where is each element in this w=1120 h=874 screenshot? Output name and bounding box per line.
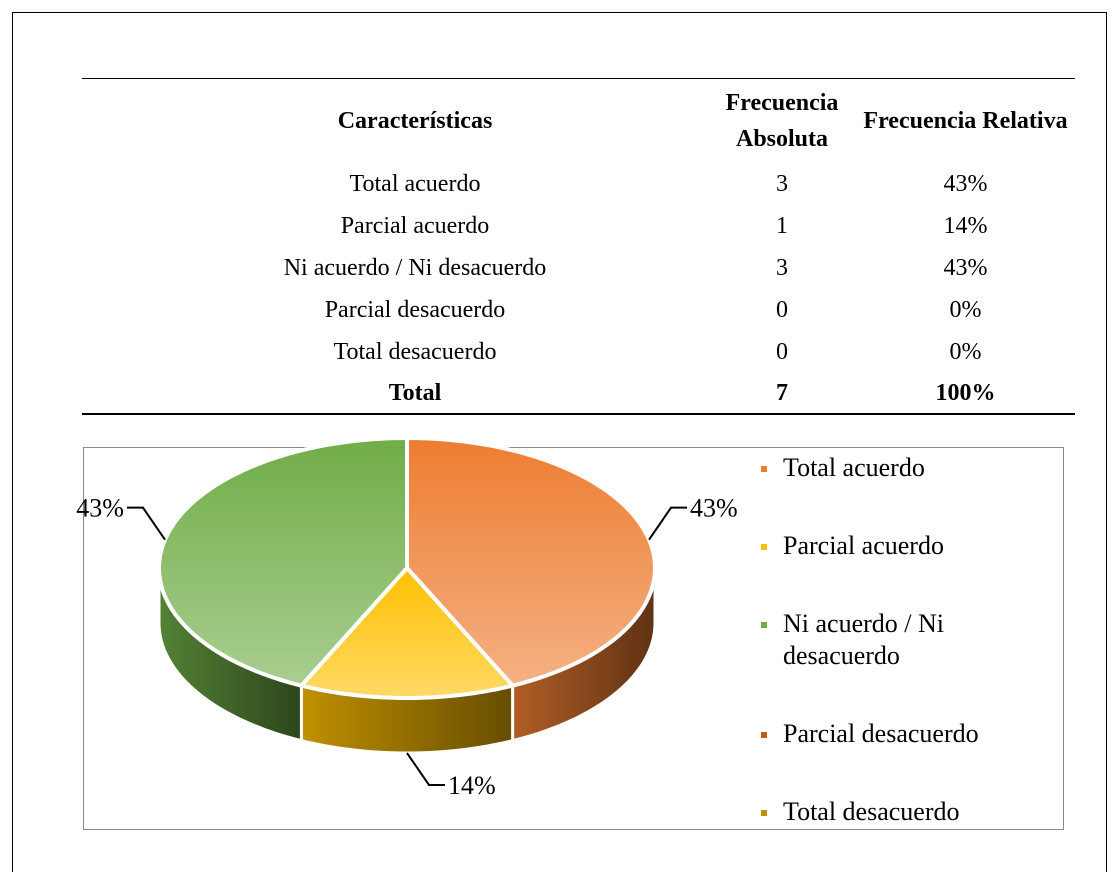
table-cell: 43%: [943, 170, 988, 197]
table-cell: 1: [776, 212, 788, 239]
table-cell: Parcial desacuerdo: [324, 296, 506, 323]
legend-swatch: [761, 732, 767, 738]
legend-item: Total desacuerdo: [755, 796, 1045, 828]
frequency-table: Características Frecuencia Absoluta Frecue…: [82, 78, 1075, 415]
legend-item: Parcial acuerdo: [755, 530, 1045, 562]
data-label: 14%: [448, 771, 496, 800]
legend-swatch: [761, 466, 767, 472]
legend-swatch: [761, 622, 767, 628]
table-cell: 14%: [943, 212, 988, 239]
chart-frame: [83, 447, 1064, 830]
body-row: Parcial desacuerdo 0 0%: [82, 289, 1075, 331]
legend-item: Parcial desacuerdo: [755, 718, 1045, 750]
table-cell: Total acuerdo: [349, 170, 481, 197]
table-cell: 3: [776, 170, 788, 197]
head-row: Características Frecuencia Absoluta Frecue…: [82, 79, 1075, 164]
table-cell: Frecuencia Relativa: [863, 108, 1068, 134]
table-cell: 0%: [949, 338, 982, 365]
legend-label: Parcial acuerdo: [783, 531, 944, 560]
legend-label: Parcial desacuerdo: [783, 719, 979, 748]
slice: [297, 565, 517, 701]
table-cell: 7: [776, 379, 788, 406]
table-cell: 0: [776, 338, 788, 365]
legend-item: Ni acuerdo / Ni desacuerdo: [755, 608, 1045, 672]
body-row: Total acuerdo 3 43%: [82, 163, 1075, 205]
legend-item: Total acuerdo: [755, 452, 1045, 484]
table-cell: Parcial acuerdo: [340, 212, 490, 239]
body-row: Ni acuerdo / Ni desacuerdo 3 43%: [82, 247, 1075, 289]
data-label: 43%: [76, 494, 124, 523]
table-cell: Total: [388, 379, 442, 406]
table-cell: Total desacuerdo: [333, 338, 497, 365]
body-row: Total desacuerdo 0 0%: [82, 331, 1075, 373]
total-row: Total 7 100%: [82, 373, 1075, 414]
table-cell: 43%: [943, 254, 988, 281]
table-cell: 100%: [935, 379, 996, 406]
page-frame: [12, 12, 1107, 872]
table-cell: 3: [776, 254, 788, 281]
leader-line: [406, 752, 445, 786]
legend-label: Total desacuerdo: [783, 797, 960, 826]
legend-swatch: [761, 544, 767, 550]
table-cell: Ni acuerdo / Ni desacuerdo: [283, 254, 547, 281]
leader-line: [648, 506, 688, 541]
legend-swatch: [761, 810, 767, 816]
data-label: 43%: [690, 494, 738, 523]
body-row: Parcial acuerdo 1 14%: [82, 205, 1075, 247]
table-cell: 0: [776, 296, 788, 323]
table-cell: Características: [337, 108, 493, 134]
legend-label: Ni acuerdo / Ni desacuerdo: [783, 609, 945, 670]
leader-line: [126, 506, 166, 541]
legend-label: Total acuerdo: [783, 453, 925, 482]
table-cell: 0%: [949, 296, 982, 323]
table-cell: Frecuencia Absoluta: [725, 90, 839, 152]
legend: Total acuerdo Parcial acuerdo Ni acuerdo /…: [755, 452, 1045, 874]
